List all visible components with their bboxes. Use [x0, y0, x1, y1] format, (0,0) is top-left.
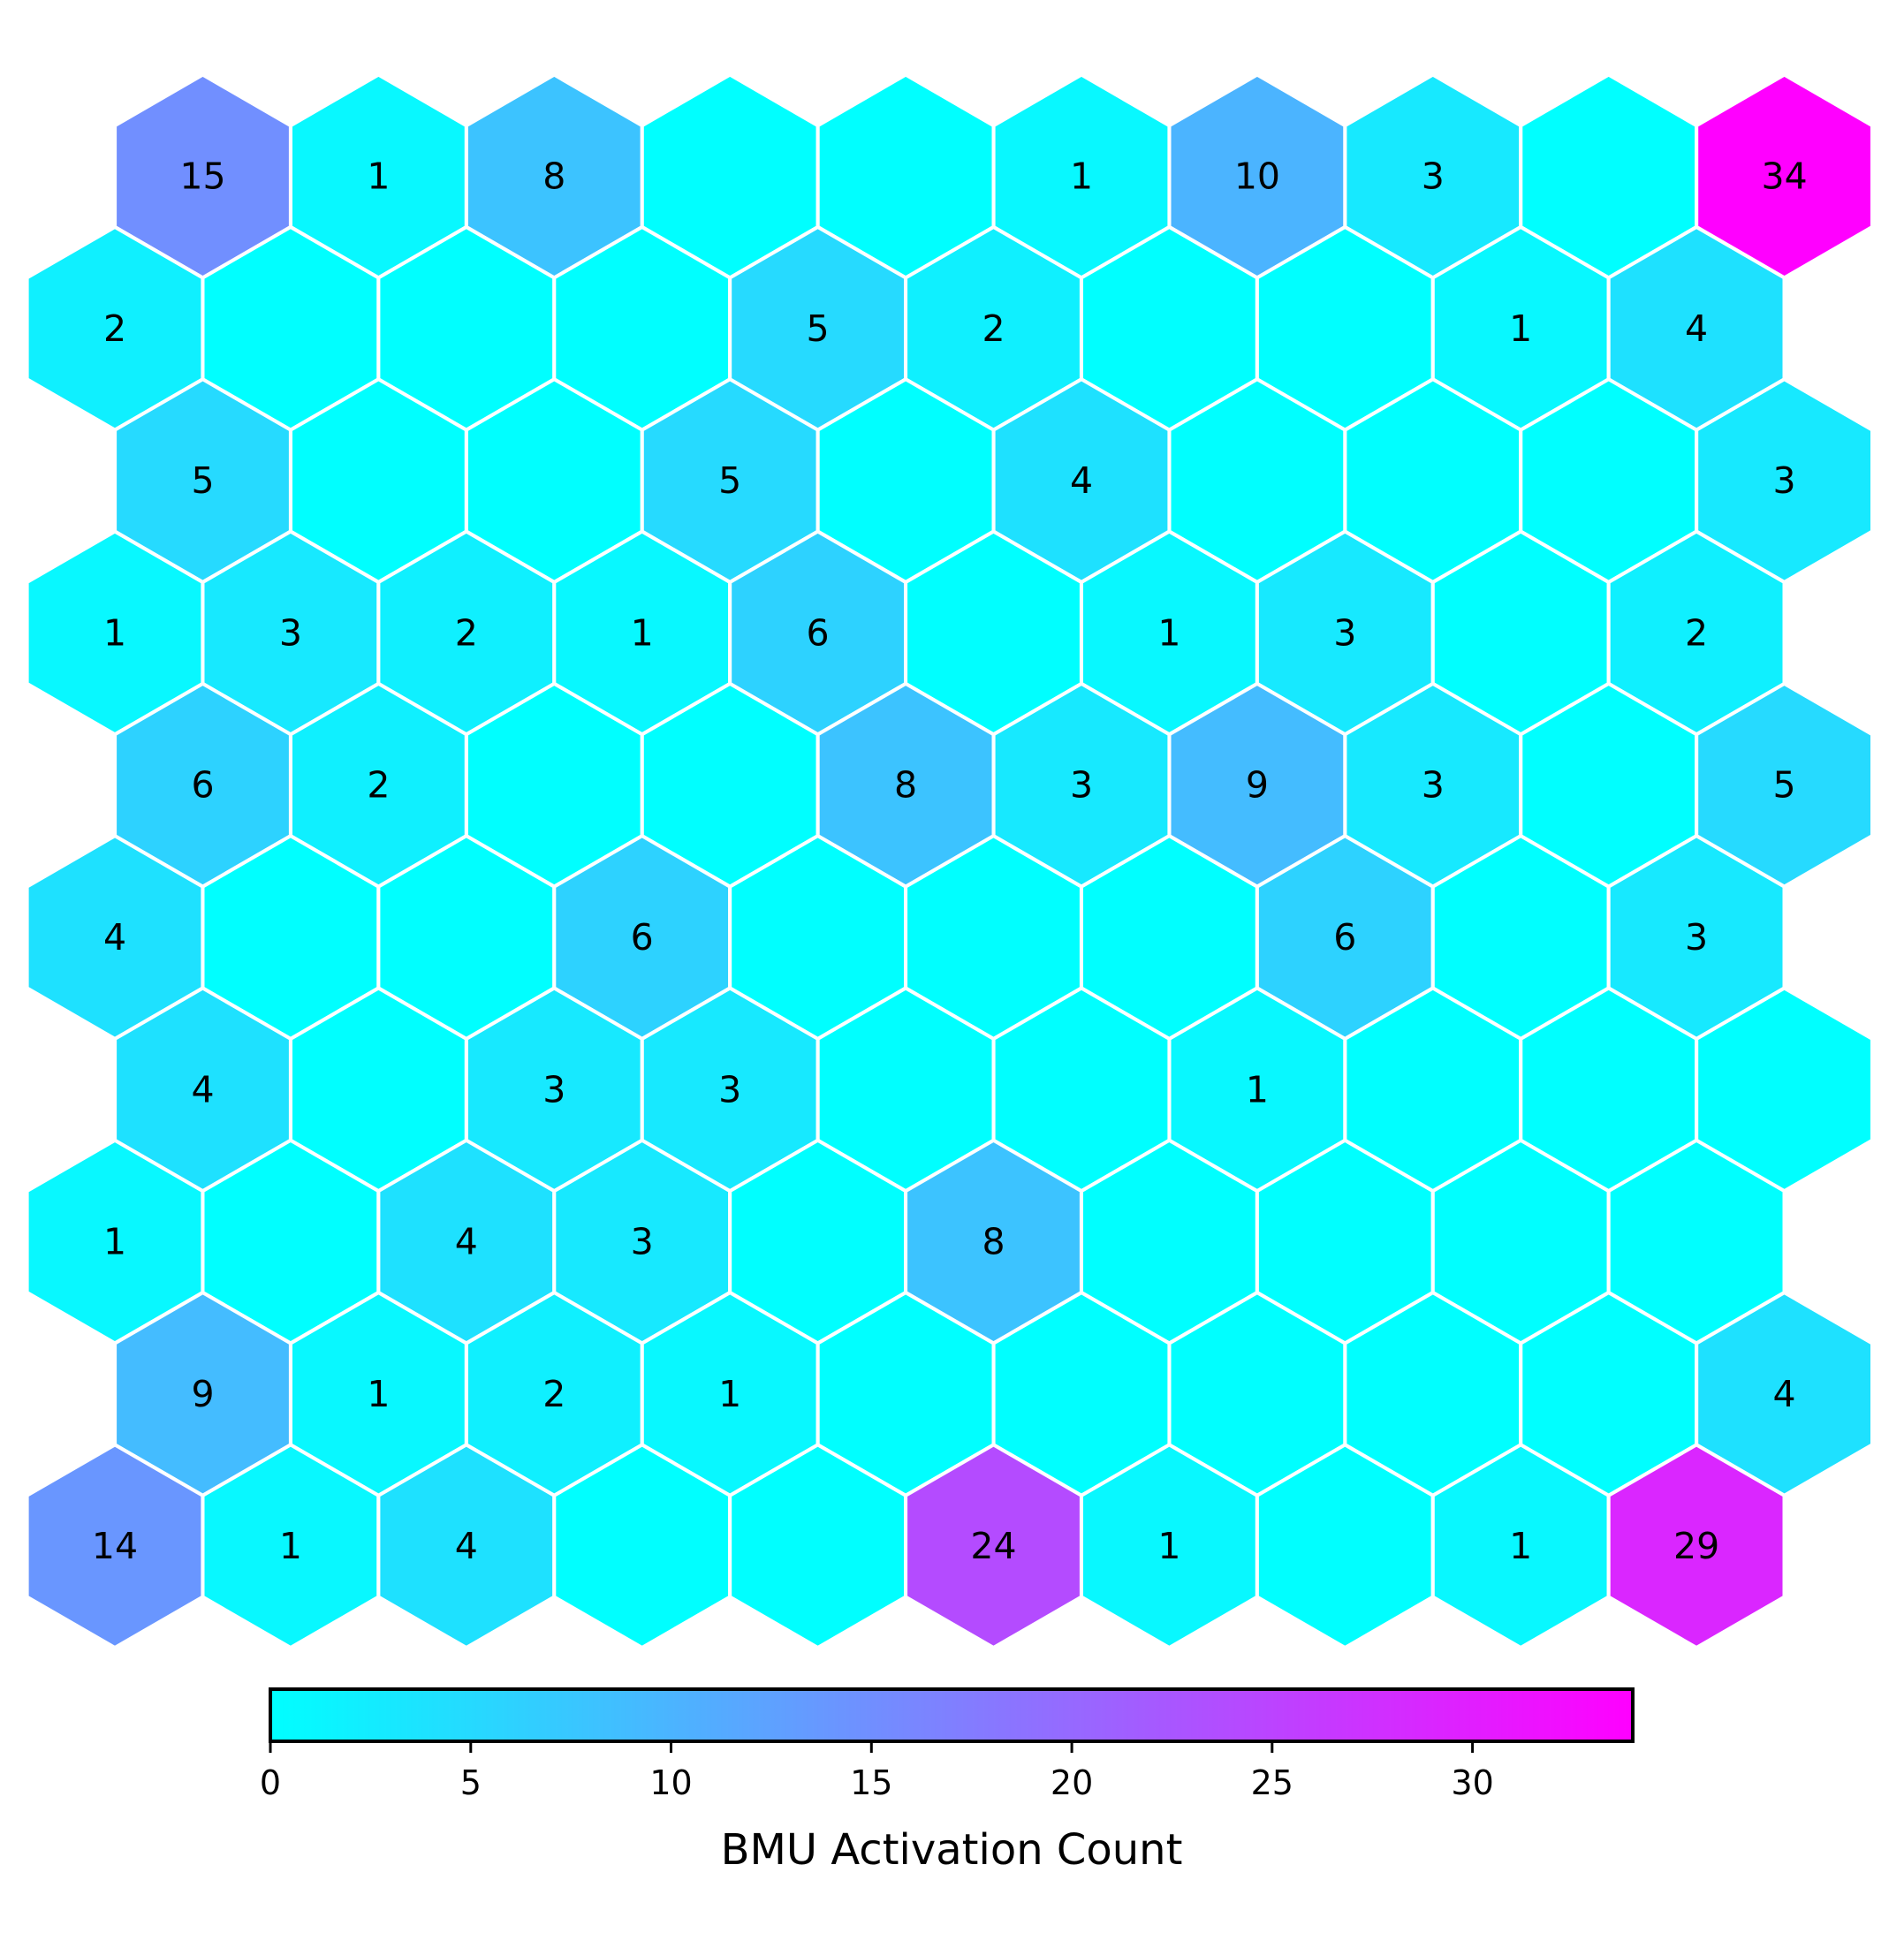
hex-count-label: 4	[191, 1068, 214, 1111]
hex-count-label: 5	[718, 459, 741, 502]
hex-count-label: 6	[1333, 916, 1356, 959]
hex-count-label: 1	[279, 1525, 302, 1567]
hex-count-label: 1	[631, 611, 654, 654]
colorbar-ticks: 0 5 10 15 20 25 30	[260, 1741, 1494, 1802]
hex-count-label: 15	[179, 155, 225, 198]
hex-count-label: 5	[807, 307, 830, 350]
hex-count-label: 24	[970, 1525, 1016, 1567]
hex-count-label: 1	[1509, 307, 1532, 350]
hex-count-label: 1	[1509, 1525, 1532, 1567]
colorbar-tick-label: 0	[260, 1763, 281, 1802]
hex-count-label: 3	[1773, 459, 1796, 502]
hex-count-label: 29	[1673, 1525, 1719, 1567]
hex-count-label: 1	[1246, 1068, 1269, 1111]
hex-count-label: 3	[1685, 916, 1708, 959]
colorbar-tick-label: 10	[649, 1763, 692, 1802]
hex-count-label: 10	[1234, 155, 1280, 198]
hex-count-label: 4	[1070, 459, 1093, 502]
hex-count-label: 3	[1333, 611, 1356, 654]
colorbar-tick-label: 15	[850, 1763, 892, 1802]
hex-count-label: 3	[718, 1068, 741, 1111]
hex-count-label: 8	[542, 155, 565, 198]
hex-count-label: 3	[1422, 764, 1445, 807]
colorbar-gradient	[269, 1687, 1635, 1743]
hex-count-label: 1	[367, 1373, 390, 1415]
hex-count-label: 4	[455, 1525, 478, 1567]
hex-count-label: 2	[103, 307, 126, 350]
hex-count-label: 3	[1422, 155, 1445, 198]
colorbar-tick-label: 5	[460, 1763, 482, 1802]
hex-count-label: 2	[982, 307, 1005, 350]
hex-count-label: 1	[367, 155, 390, 198]
hex-count-label: 1	[1157, 611, 1180, 654]
hex-count-label: 8	[982, 1221, 1005, 1263]
hex-count-label: 1	[1070, 155, 1093, 198]
hex-count-label: 6	[807, 611, 830, 654]
hex-count-label: 9	[191, 1373, 214, 1415]
hex-count-label: 5	[1773, 764, 1796, 807]
hex-count-label: 3	[279, 611, 302, 654]
hex-count-label: 2	[455, 611, 478, 654]
hex-cell	[1606, 1443, 1786, 1650]
hex-count-label: 4	[103, 916, 126, 959]
hex-count-label: 2	[1685, 611, 1708, 654]
hex-count-label: 4	[455, 1221, 478, 1263]
hex-count-label: 1	[1157, 1525, 1180, 1567]
hex-count-label: 1	[103, 611, 126, 654]
colorbar-tick-label: 30	[1451, 1763, 1493, 1802]
hex-count-label: 6	[191, 764, 214, 807]
hex-count-label: 1	[718, 1373, 741, 1415]
hex-count-label: 3	[631, 1221, 654, 1263]
hex-count-label: 9	[1246, 764, 1269, 807]
hex-count-label: 4	[1773, 1373, 1796, 1415]
hex-count-label: 34	[1762, 155, 1808, 198]
hex-count-label: 2	[542, 1373, 565, 1415]
colorbar-tick-label: 20	[1051, 1763, 1093, 1802]
hex-count-label: 3	[1070, 764, 1093, 807]
hex-count-label: 8	[894, 764, 917, 807]
hex-count-label: 2	[367, 764, 390, 807]
hex-count-label: 3	[542, 1068, 565, 1111]
hex-count-label: 5	[191, 459, 214, 502]
hex-count-label: 4	[1685, 307, 1708, 350]
hex-count-label: 1	[103, 1221, 126, 1263]
colorbar-title: BMU Activation Count	[721, 1825, 1183, 1875]
colorbar-tick-label: 25	[1251, 1763, 1293, 1802]
hex-count-label: 14	[92, 1525, 138, 1567]
hex-count-label: 6	[631, 916, 654, 959]
colorbar: 0 5 10 15 20 25 30 BMU Activation Count	[260, 1687, 1635, 1875]
hex-grid: 15 1 8 1 10 3 342 5 2 1 45 5 4 31 3 2 1 6 1 3 26 2 8 3 9 3 54 6 6 34 3…	[25, 72, 1874, 1650]
